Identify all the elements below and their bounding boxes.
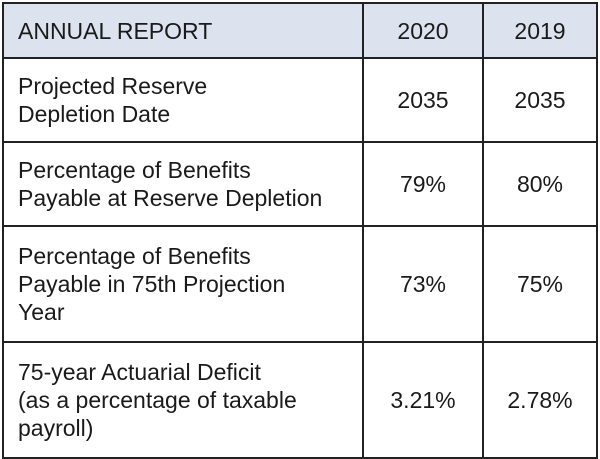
row-label-line: 75-year Actuarial Deficit [18, 359, 261, 385]
value-cell-2019: 2.78% [482, 341, 598, 459]
table-row: Projected Reserve Depletion Date 2035 20… [2, 57, 598, 143]
row-label-reserve-depletion-date: Projected Reserve Depletion Date [2, 57, 364, 143]
header-label: ANNUAL REPORT [2, 2, 364, 59]
header-year-2019: 2019 [482, 2, 598, 59]
header-year-2020: 2020 [362, 2, 484, 59]
row-label-line: Projected Reserve [18, 73, 208, 99]
row-label-benefits-75th-year: Percentage of Benefits Payable in 75th P… [2, 225, 364, 343]
row-label-line: (as a percentage of taxable [18, 387, 297, 413]
value-cell-2019: 75% [482, 225, 598, 343]
value-cell-2019: 80% [482, 141, 598, 227]
table-row: 75-year Actuarial Deficit (as a percenta… [2, 341, 598, 459]
row-label-line: Depletion Date [18, 101, 171, 127]
table-row: Percentage of Benefits Payable at Reserv… [2, 141, 598, 227]
value-cell-2020: 79% [362, 141, 484, 227]
row-label-line: payroll) [18, 415, 94, 441]
row-label-line: Year [18, 299, 65, 325]
header-row: ANNUAL REPORT 2020 2019 [2, 2, 598, 59]
value-cell-2020: 2035 [362, 57, 484, 143]
value-cell-2020: 73% [362, 225, 484, 343]
row-label-line: Percentage of Benefits [18, 157, 251, 183]
table-row: Percentage of Benefits Payable in 75th P… [2, 225, 598, 343]
value-cell-2020: 3.21% [362, 341, 484, 459]
row-label-line: Payable at Reserve Depletion [18, 185, 323, 211]
row-label-benefits-at-depletion: Percentage of Benefits Payable at Reserv… [2, 141, 364, 227]
row-label-line: Percentage of Benefits [18, 243, 251, 269]
value-cell-2019: 2035 [482, 57, 598, 143]
row-label-line: Payable in 75th Projection [18, 271, 286, 297]
row-label-actuarial-deficit: 75-year Actuarial Deficit (as a percenta… [2, 341, 364, 459]
